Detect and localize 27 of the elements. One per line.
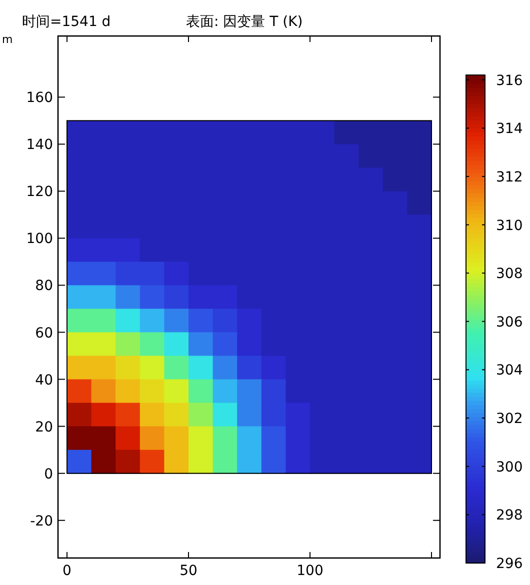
x-tick-label: 50 [180,563,198,579]
chart-subtitle: 时间=1541 d [22,14,111,30]
y-axis-title: m [2,33,13,46]
color-bar-label: 310 [496,218,523,234]
color-bar-label: 298 [496,508,523,524]
y-tick-label: 100 [26,231,53,248]
y-tick-label: 60 [35,325,53,342]
x-tick-label: 0 [62,563,72,579]
color-bar-label: 316 [496,72,523,89]
color-bar-label: 300 [496,459,523,476]
y-tick-label: 40 [35,372,53,388]
y-tick-label: 80 [35,278,53,294]
y-tick-label: 20 [35,419,53,436]
y-tick-label: 140 [26,137,53,154]
color-bar-label: 304 [496,362,523,379]
color-bar-label: 308 [496,266,523,282]
y-tick-label: 120 [26,184,53,200]
y-tick-label: 160 [26,90,53,106]
color-bar-label: 306 [496,314,523,330]
color-bar-label: 312 [496,169,523,186]
color-bar-label: 314 [496,121,523,138]
color-bar-label: 302 [496,411,523,428]
color-bar-label: 296 [496,556,523,572]
y-tick-label: -20 [30,513,53,530]
x-tick-label: 100 [296,563,324,579]
chart-title: 表面: 因变量 T (K) [186,14,303,30]
y-tick-label: 0 [44,466,53,482]
